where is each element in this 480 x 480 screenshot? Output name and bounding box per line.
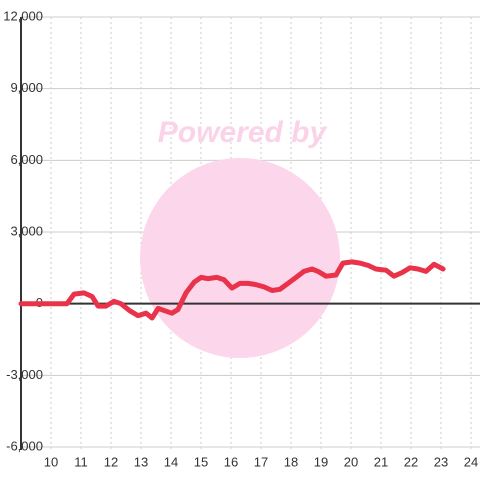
x-tick-label: 15 <box>194 454 208 469</box>
x-tick-label: 19 <box>314 454 328 469</box>
x-tick-label: 17 <box>254 454 268 469</box>
y-tick-label: 12,000 <box>3 8 43 23</box>
x-tick-label: 18 <box>284 454 298 469</box>
x-tick-label: 22 <box>404 454 418 469</box>
y-tick-label: 9,000 <box>10 80 43 95</box>
x-tick-label: 20 <box>344 454 358 469</box>
x-tick-label: 16 <box>224 454 238 469</box>
y-tick-label: -6,000 <box>6 438 43 453</box>
x-tick-label: 11 <box>74 454 88 469</box>
y-tick-label: 3,000 <box>10 223 43 238</box>
x-tick-label: 12 <box>104 454 118 469</box>
x-tick-label: 14 <box>164 454 178 469</box>
x-tick-label: 21 <box>374 454 388 469</box>
data-line <box>18 259 446 321</box>
y-tick-label: -3,000 <box>6 367 43 382</box>
y-tick-label: 6,000 <box>10 152 43 167</box>
x-tick-label: 10 <box>44 454 58 469</box>
watermark-logo <box>140 158 340 358</box>
watermark: Powered by <box>158 116 328 149</box>
x-tick-label: 23 <box>434 454 448 469</box>
x-tick-label: 13 <box>134 454 148 469</box>
x-tick-label: 24 <box>464 454 478 469</box>
